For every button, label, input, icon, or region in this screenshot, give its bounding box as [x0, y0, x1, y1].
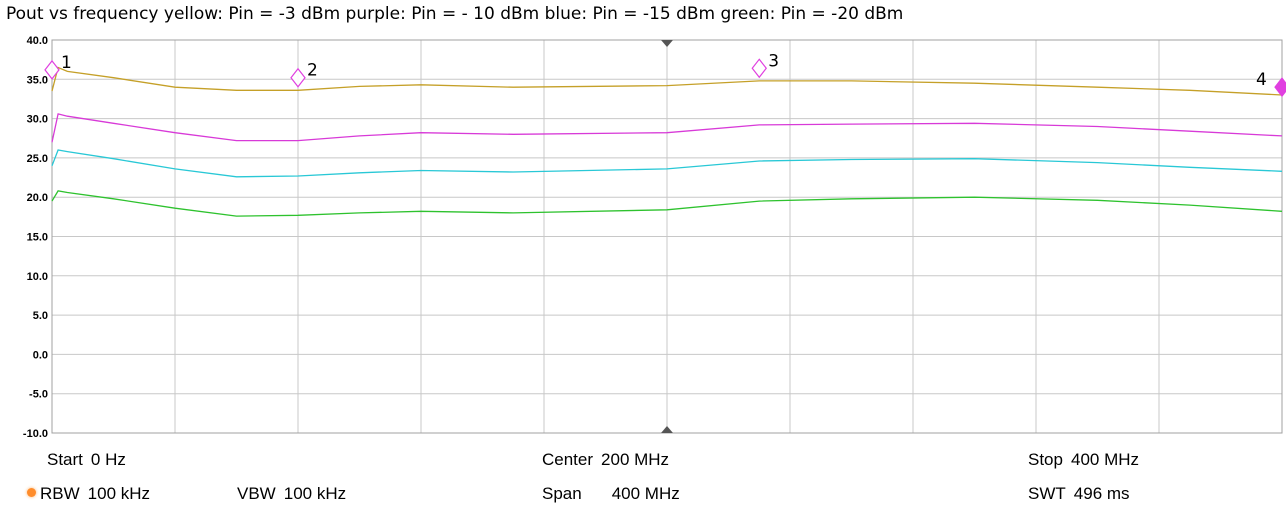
y-tick-label: 40.0: [27, 35, 48, 47]
swt-setting: SWT 496 ms: [1028, 484, 1130, 504]
center-indicators: [661, 40, 673, 433]
stop-value: 400 MHz: [1070, 450, 1140, 469]
marker-label: 3: [768, 51, 779, 71]
series-line-3: [51, 149, 1283, 178]
vbw-value: 100 kHz: [283, 484, 347, 503]
center-value: 200 MHz: [601, 450, 670, 469]
rbw-indicator-dot: [27, 488, 36, 497]
marker-label: 1: [61, 53, 72, 73]
marker-diamond-icon: [44, 59, 60, 80]
y-tick-label: 0.0: [33, 349, 48, 361]
y-tick-label: 25.0: [27, 153, 48, 165]
marker-4[interactable]: 4: [1256, 70, 1286, 98]
marker-1[interactable]: 1: [44, 53, 72, 80]
y-tick-labels: 40.0 35.0 30.0 25.0 20.0 15.0 10.0 5.0 0.0 -5.0 -1…: [23, 35, 48, 440]
span-setting: Span 400 MHz: [542, 484, 680, 504]
y-tick-label: -10.0: [23, 428, 48, 440]
series-line-1: [51, 66, 1283, 96]
stop-label: Stop: [1028, 450, 1063, 469]
center-top-triangle-icon: [661, 40, 673, 47]
trace-markers[interactable]: 1 2 3 4: [44, 51, 1286, 98]
start-value: 0 Hz: [90, 450, 126, 469]
series-lines: [51, 66, 1283, 217]
grid-lines: [51, 39, 1283, 434]
y-tick-label: 10.0: [27, 271, 48, 283]
rbw-value: 100 kHz: [87, 484, 151, 503]
marker-3[interactable]: 3: [751, 51, 779, 79]
y-tick-label: 30.0: [27, 114, 48, 126]
center-label: Center: [542, 450, 594, 469]
marker-diamond-icon: [1274, 77, 1286, 98]
span-value: 400 MHz: [611, 484, 680, 503]
y-tick-label: 5.0: [33, 310, 48, 322]
center-bottom-triangle-icon: [661, 426, 673, 433]
chart-title: Pout vs frequency yellow: Pin = -3 dBm p…: [6, 4, 904, 24]
series-line-4: [51, 190, 1283, 217]
series-line-2: [51, 113, 1283, 143]
stop-frequency: Stop 400 MHz: [1028, 450, 1139, 470]
rbw-setting: RBW 100 kHz: [40, 484, 150, 504]
marker-2[interactable]: 2: [290, 61, 318, 88]
start-frequency: Start 0 Hz: [47, 450, 126, 470]
swt-value: 496 ms: [1073, 484, 1130, 503]
vbw-label: VBW: [237, 484, 276, 503]
y-tick-label: 20.0: [27, 192, 48, 204]
marker-diamond-icon: [290, 67, 306, 88]
marker-label: 2: [307, 61, 318, 81]
spectrum-plot[interactable]: 40.0 35.0 30.0 25.0 20.0 15.0 10.0 5.0 0.0 -5.0 -1…: [0, 0, 1286, 440]
y-tick-label: 35.0: [27, 74, 48, 86]
y-tick-label: -5.0: [29, 389, 48, 401]
rbw-label: RBW: [40, 484, 80, 503]
swt-label: SWT: [1028, 484, 1066, 503]
marker-diamond-icon: [751, 58, 768, 79]
vbw-setting: VBW 100 kHz: [237, 484, 346, 504]
y-tick-label: 15.0: [27, 232, 48, 244]
center-frequency: Center 200 MHz: [542, 450, 669, 470]
span-label: Span: [542, 484, 582, 503]
marker-label: 4: [1256, 70, 1267, 90]
start-label: Start: [47, 450, 83, 469]
